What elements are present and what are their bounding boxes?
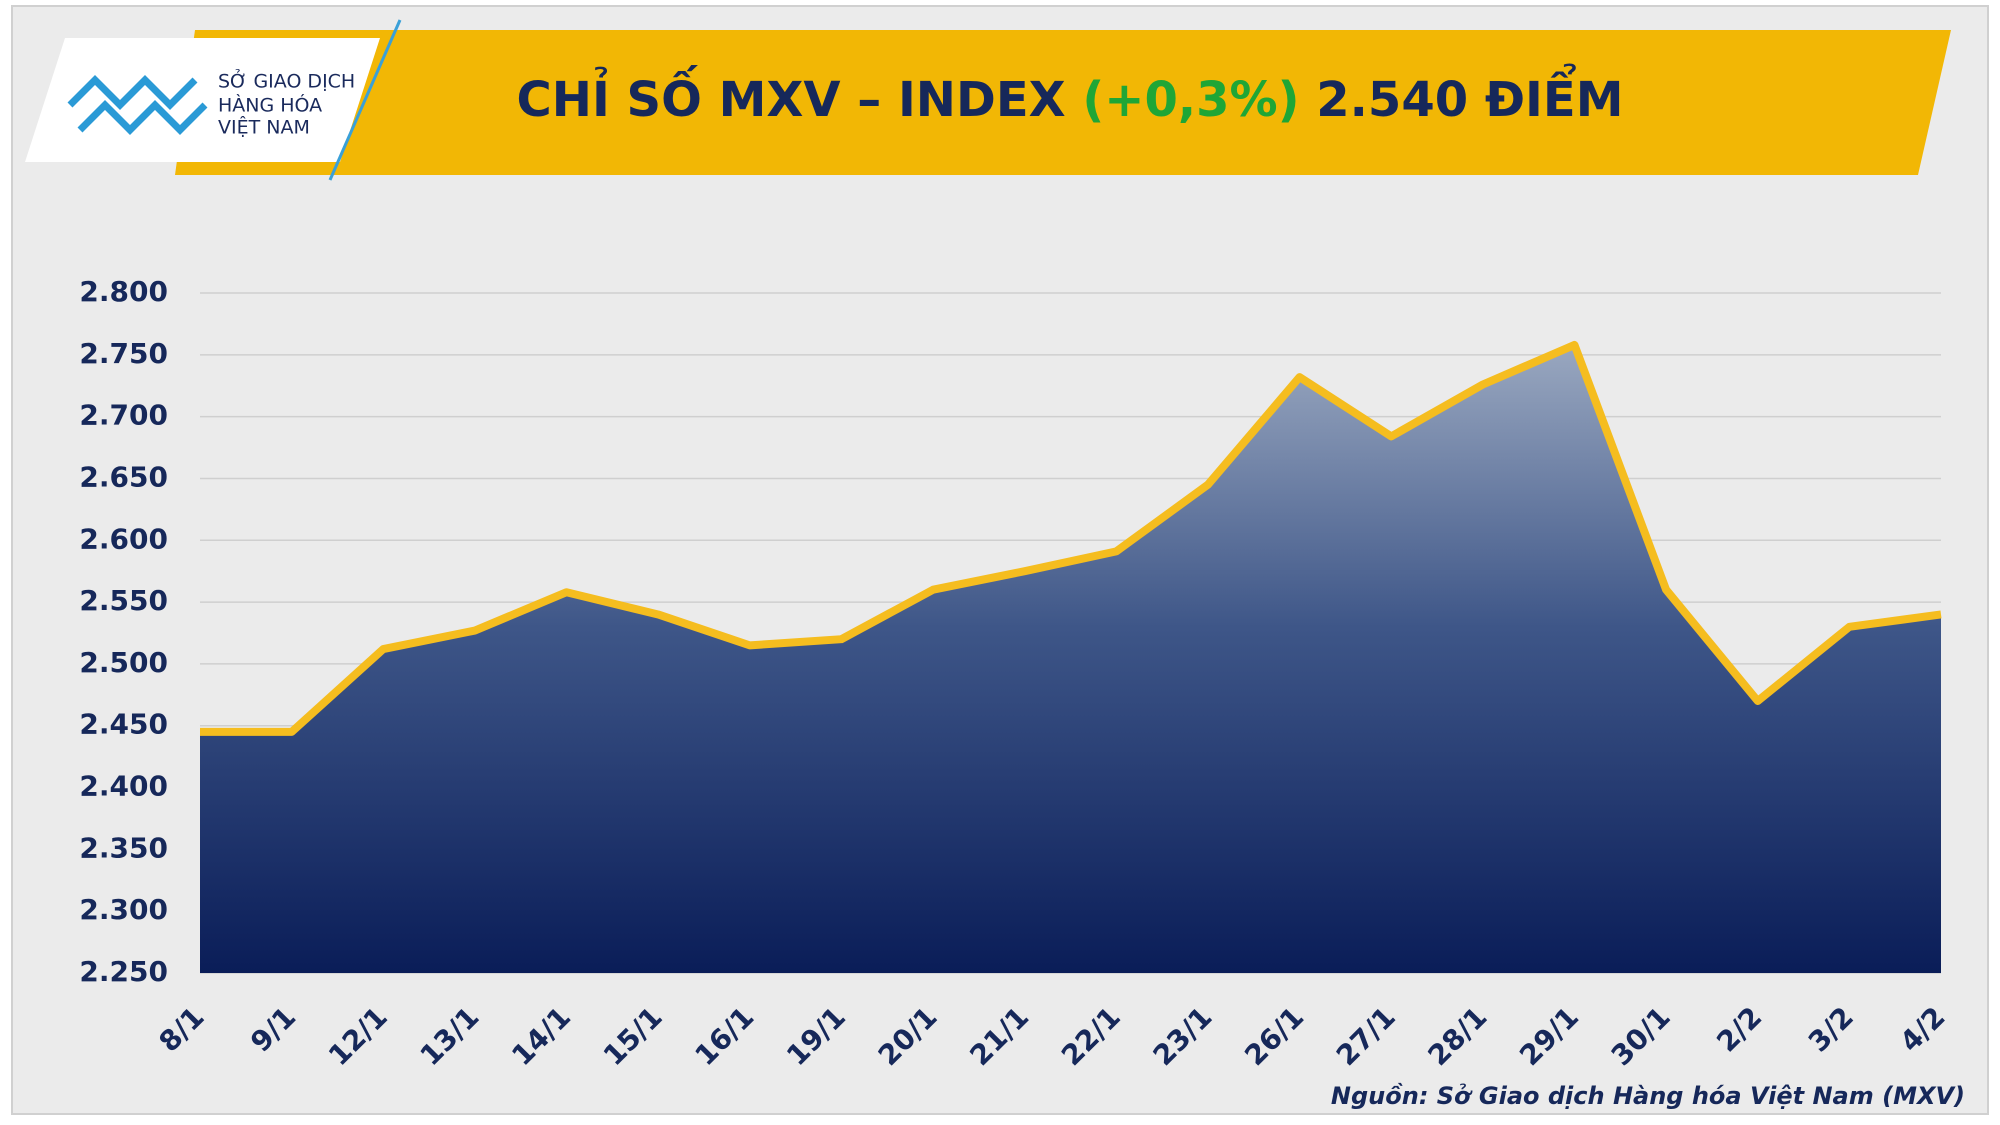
logo-mark [67,75,208,135]
y-tick-label: 2.550 [79,584,168,617]
plot-area: 2.250 2.300 2.350 2.400 2.450 2.500 2.550 2.600… [79,275,1951,1072]
title-banner [175,30,1951,175]
line [200,340,1942,736]
y-tick-label: 2.450 [79,708,168,741]
logo-box [25,38,380,162]
y-tick-label: 2.400 [79,770,168,803]
y-tick-label: 2.800 [79,275,168,308]
logo-text: SỞ GIAO DỊCH [218,68,355,93]
source-note: Nguồn: Sở Giao dịch Hàng hóa Việt Nam (M… [1331,1081,1965,1110]
y-tick-label: 2.500 [79,646,168,679]
logo-text: VIỆT NAM [218,116,310,139]
logo-accent [328,19,402,181]
y-tick-label: 2.650 [79,460,168,493]
y-tick-label: 2.300 [79,893,168,926]
y-tick-label: 2.700 [79,399,168,432]
area [200,344,1941,974]
y-tick-label: 2.350 [79,831,168,864]
y-tick-label: 2.250 [79,955,168,988]
y-tick-label: 2.600 [79,522,168,555]
title-main: CHỈ SỐ MXV – INDEX [517,65,1066,128]
title-change: (+0,3%) [1082,72,1299,128]
logo-text: HÀNG HÓA [218,93,322,117]
chart-title: CHỈ SỐ MXV – INDEX (+0,3%) 2.540 ĐIỂM [517,63,1624,128]
title-value: 2.540 ĐIỂM [1316,63,1623,128]
y-tick-label: 2.750 [79,337,168,370]
